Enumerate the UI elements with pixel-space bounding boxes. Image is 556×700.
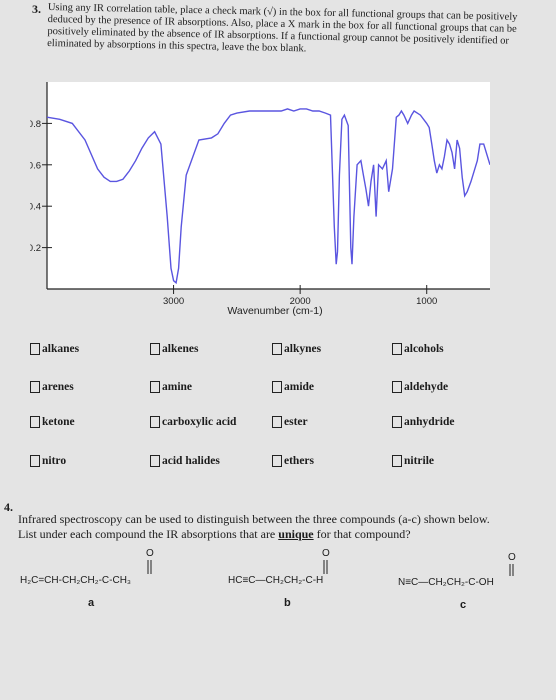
y-tick-label: 0.4 bbox=[30, 202, 41, 213]
checkbox-box[interactable] bbox=[272, 416, 282, 428]
question-3-number: 3. bbox=[32, 2, 41, 16]
checkbox-nitro[interactable]: nitro bbox=[30, 455, 66, 467]
compound-c-double-bond bbox=[509, 564, 514, 576]
checkbox-label: amide bbox=[284, 381, 315, 393]
compound-c-formula: N≡C—CH₂CH₂-C-OH bbox=[398, 577, 494, 588]
question-4-number: 4. bbox=[4, 500, 13, 514]
checkbox-box[interactable] bbox=[272, 343, 282, 355]
checkbox-amide[interactable]: amide bbox=[272, 381, 314, 393]
compound-a-double-bond bbox=[147, 560, 152, 574]
checkbox-box[interactable] bbox=[150, 381, 160, 393]
checkbox-aldehyde[interactable]: aldehyde bbox=[392, 381, 448, 393]
checkbox-box[interactable] bbox=[392, 381, 402, 393]
checkbox-box[interactable] bbox=[392, 343, 402, 355]
compound-c-oxygen: O bbox=[508, 552, 516, 563]
x-tick-label: 1000 bbox=[416, 296, 437, 307]
checkbox-anhydride[interactable]: anhydride bbox=[392, 416, 455, 428]
checkbox-ethers[interactable]: ethers bbox=[272, 455, 314, 467]
y-tick-label: 0.6 bbox=[30, 160, 41, 171]
checkbox-label: ketone bbox=[42, 416, 75, 428]
compound-c-letter: c bbox=[460, 599, 467, 611]
checkbox-label: amine bbox=[162, 381, 193, 393]
checkbox-box[interactable] bbox=[150, 455, 160, 467]
question-3-text: Using any IR correlation table, place a … bbox=[47, 2, 518, 55]
checkbox-box[interactable] bbox=[30, 455, 40, 467]
compound-b-double-bond bbox=[323, 560, 328, 574]
checkbox-alcohols[interactable]: alcohols bbox=[392, 343, 444, 355]
checkbox-box[interactable] bbox=[150, 416, 160, 428]
checkbox-carboxylic-acid[interactable]: carboxylic acid bbox=[150, 416, 236, 428]
checkbox-alkynes[interactable]: alkynes bbox=[272, 343, 321, 355]
question-4-line1: Infrared spectroscopy can be used to dis… bbox=[18, 512, 490, 526]
checkbox-label: arenes bbox=[42, 381, 74, 393]
checkbox-label: alcohols bbox=[404, 343, 444, 355]
checkbox-ketone[interactable]: ketone bbox=[30, 416, 75, 428]
ir-spectrum-chart: 0.8 0.6 0.4 0.2 3000 2000 1000 Wavenumber (cm… bbox=[30, 82, 490, 317]
question-4-text: Infrared spectroscopy can be used to dis… bbox=[18, 512, 556, 542]
checklist-row: arenes amine amide aldehyde bbox=[0, 381, 556, 401]
checkbox-label: alkenes bbox=[162, 343, 199, 355]
y-axis-ticks: 0.8 0.6 0.4 0.2 bbox=[30, 119, 52, 254]
checkbox-label: ester bbox=[284, 416, 308, 428]
checkbox-acid-halides[interactable]: acid halides bbox=[150, 455, 220, 467]
spectrum-series-line bbox=[46, 108, 490, 285]
compound-a-oxygen: O bbox=[146, 548, 154, 559]
y-tick-label: 0.2 bbox=[30, 243, 41, 254]
question-4-line2: List under each compound the IR absorpti… bbox=[18, 527, 411, 541]
checkbox-ester[interactable]: ester bbox=[272, 416, 308, 428]
x-axis-label: Wavenumber (cm-1) bbox=[227, 305, 322, 317]
x-tick-label: 3000 bbox=[163, 296, 184, 307]
checkbox-label: ethers bbox=[284, 455, 315, 467]
checkbox-box[interactable] bbox=[272, 381, 282, 393]
x-tick-label: 2000 bbox=[290, 296, 311, 307]
checkbox-box[interactable] bbox=[272, 455, 282, 467]
checkbox-box[interactable] bbox=[392, 416, 402, 428]
checkbox-box[interactable] bbox=[30, 416, 40, 428]
checkbox-box[interactable] bbox=[30, 381, 40, 393]
unique-emphasis: unique bbox=[278, 527, 314, 541]
compound-b-oxygen: O bbox=[322, 548, 330, 559]
checkbox-label: acid halides bbox=[162, 455, 220, 467]
checkbox-alkenes[interactable]: alkenes bbox=[150, 343, 198, 355]
checkbox-label: nitro bbox=[42, 455, 67, 467]
compound-b-formula: HC≡C—CH₂CH₂-C-H bbox=[228, 575, 324, 586]
checkbox-label: alkynes bbox=[284, 343, 322, 355]
checkbox-label: alkanes bbox=[42, 343, 80, 355]
checkbox-box[interactable] bbox=[30, 343, 40, 355]
checklist-row: ketone carboxylic acid ester anhydride bbox=[0, 416, 556, 436]
x-axis-ticks: 3000 2000 1000 bbox=[163, 285, 437, 307]
y-tick-label: 0.8 bbox=[30, 119, 41, 130]
checkbox-box[interactable] bbox=[392, 455, 402, 467]
checklist-row: nitro acid halides ethers nitrile bbox=[0, 455, 556, 475]
checkbox-label: aldehyde bbox=[404, 381, 449, 393]
checkbox-label: nitrile bbox=[404, 455, 435, 467]
checkbox-label: anhydride bbox=[404, 416, 455, 428]
checkbox-label: carboxylic acid bbox=[162, 416, 237, 428]
plot-area bbox=[47, 82, 490, 289]
checkbox-box[interactable] bbox=[150, 343, 160, 355]
checkbox-arenes[interactable]: arenes bbox=[30, 381, 74, 393]
checkbox-nitrile[interactable]: nitrile bbox=[392, 455, 434, 467]
compound-a-letter: a bbox=[88, 597, 95, 609]
compound-a-formula: H₂C=CH-CH₂CH₂-C-CH₃ bbox=[20, 575, 131, 586]
checkbox-alkanes[interactable]: alkanes bbox=[30, 343, 79, 355]
checklist-row: alkanes alkenes alkynes alcohols bbox=[0, 343, 556, 363]
compound-b-letter: b bbox=[284, 597, 291, 609]
checkbox-amine[interactable]: amine bbox=[150, 381, 192, 393]
